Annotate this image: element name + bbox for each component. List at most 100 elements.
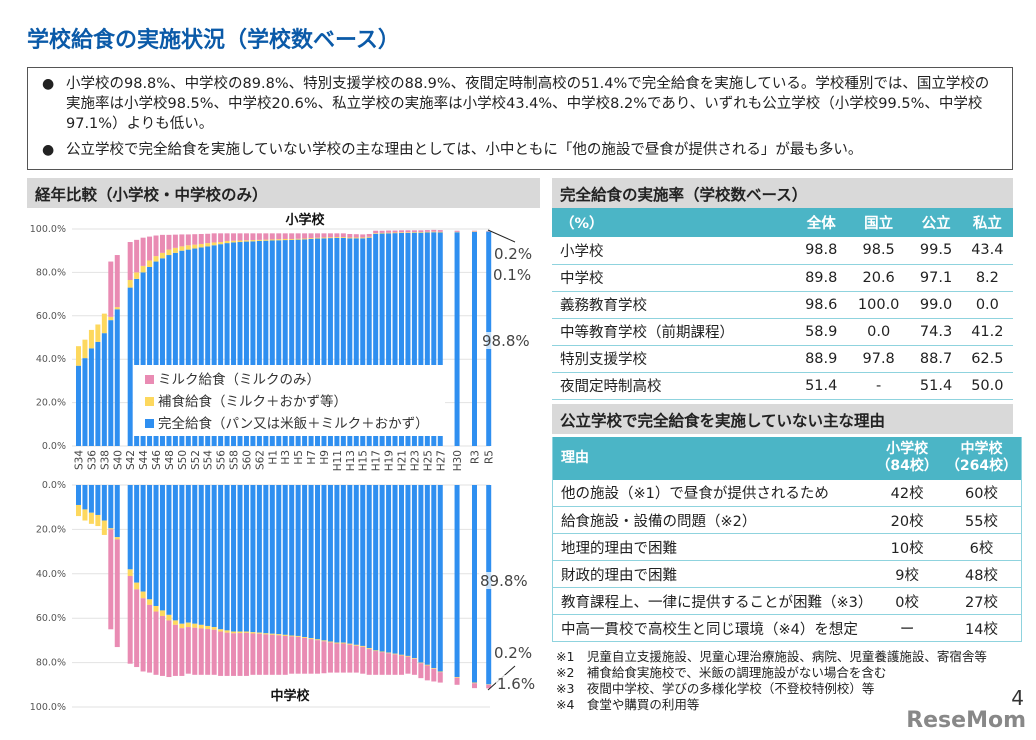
middle-bar-milk (108, 529, 114, 630)
table-row: 特別支援学校 88.9 97.8 88.7 62.5 (552, 345, 1013, 373)
elementary-bar-supplementary (108, 316, 114, 321)
elementary-bar-supplementary (95, 324, 101, 342)
elementary-bar-full (276, 240, 282, 446)
middle-bar-full (334, 485, 340, 643)
middle-bar-milk (205, 629, 211, 675)
elementary-bar-supplementary (231, 240, 237, 243)
elementary-bar-full (295, 239, 301, 446)
middle-bar-full (88, 485, 94, 513)
history-chart: 100.0% 80.0% 60.0% 40.0% 20.0% 0.0% 0.0% 20.0% 4… (30, 212, 540, 713)
elementary-bar-supplementary (147, 260, 153, 267)
x-tick-label: S58 (229, 450, 241, 470)
table-cell: 10校 (872, 533, 942, 561)
middle-bar-full (399, 485, 404, 655)
resemom-logo: ReseMom (906, 708, 1026, 733)
middle-bar-full (185, 485, 191, 623)
annotation-bg (493, 644, 537, 661)
middle-bar-milk (179, 628, 185, 676)
elementary-bar-milk (308, 233, 314, 239)
annotation-label: 89.8% (480, 572, 528, 590)
elementary-bar-supplementary (159, 252, 165, 259)
elementary-bar-milk (340, 233, 346, 238)
annotation-label: 1.6% (497, 675, 535, 693)
table-cell: 97.1 (910, 264, 962, 292)
middle-bar-supplementary (454, 677, 460, 678)
elementary-bar-supplementary (218, 242, 224, 245)
middle-bar-milk (192, 627, 198, 675)
column-header: （%） (552, 208, 796, 237)
elementary-bar-supplementary (263, 239, 269, 241)
middle-bar-supplementary (179, 623, 185, 629)
elementary-bar-supplementary (140, 265, 146, 273)
middle-bar-supplementary (340, 642, 346, 644)
column-header: 私立 (961, 208, 1013, 237)
elementary-bar-full (76, 365, 81, 446)
middle-bar-milk (360, 646, 366, 674)
middle-bar-supplementary (424, 664, 430, 666)
middle-bar-full (289, 485, 295, 636)
elementary-bar-full (373, 233, 379, 446)
elementary-bar-supplementary (353, 237, 359, 239)
table-cell: 100.0 (846, 291, 911, 319)
middle-bar-milk (211, 629, 217, 675)
y-tick-label: 80.0% (36, 267, 66, 278)
y-tick-label: 100.0% (30, 702, 66, 713)
elementary-bar-milk (127, 242, 133, 280)
middle-bar-milk (454, 677, 460, 685)
annotation-label: 0.1% (493, 266, 531, 284)
x-tick-label: H21 (397, 450, 409, 471)
table-row: 地理的理由で困難 10校 6校 (552, 533, 1022, 561)
x-tick-label: H19 (384, 450, 396, 471)
middle-bar-supplementary (231, 631, 237, 634)
footnote: ※2 補食給食実施校で、米飯の調理施設がない場合を含む (556, 665, 887, 680)
middle-bar-supplementary (108, 528, 114, 530)
reason-table: 理由 小学校 （84校） 中学校 （264校） 他の施設（※1）で昼食が提供されるため 42… (552, 436, 1023, 642)
middle-bar-full (386, 485, 392, 653)
middle-bar-supplementary (134, 582, 140, 590)
page-number: 4 (1011, 686, 1024, 710)
elementary-bar-milk (205, 233, 211, 244)
elementary-bar-full (205, 246, 211, 446)
middle-bar-milk (185, 627, 191, 674)
elementary-bar-milk (411, 230, 417, 233)
middle-bar-full (231, 485, 237, 632)
middle-bar-milk (166, 620, 172, 678)
elementary-bar-supplementary (418, 232, 424, 233)
elementary-bar-milk (327, 233, 333, 238)
elementary-bar-supplementary (153, 256, 159, 262)
middle-bar-supplementary (392, 653, 398, 655)
elementary-bar-milk (454, 230, 460, 232)
middle-chart-title: 中学校 (270, 688, 310, 704)
middle-bar-full (82, 485, 88, 510)
middle-bar-supplementary (411, 658, 417, 659)
elementary-bar-full (308, 238, 314, 446)
x-tick-label: S50 (177, 450, 189, 470)
table-cell: 中学校 (552, 264, 796, 292)
rate-table: （%） 全体 国立 公立 私立 小学校 98.8 98.5 99.5 43.4 中学校 89.8 20.… (552, 208, 1013, 400)
x-tick-label: H17 (371, 450, 383, 471)
middle-bar-supplementary (321, 640, 327, 642)
elementary-bar-supplementary (256, 239, 262, 241)
elementary-bar-full (166, 255, 172, 446)
elementary-bar-supplementary (134, 272, 140, 279)
summary-bullet: ● 公立学校で完全給食を実施していない学校の主な理由としては、小中ともに「他の施設… (42, 142, 863, 158)
middle-bar-supplementary (418, 662, 424, 664)
middle-bar-milk (315, 640, 321, 674)
elementary-bar-supplementary (250, 240, 256, 242)
table-row: 中学校 89.8 20.6 97.1 8.2 (552, 264, 1013, 292)
elementary-bar-supplementary (166, 249, 172, 256)
y-tick-label: 60.0% (36, 311, 66, 322)
middle-bar-full (218, 485, 224, 630)
middle-bar-full (411, 485, 417, 659)
elementary-bar-full (114, 309, 120, 446)
middle-bar-milk (243, 632, 249, 676)
middle-bar-full (147, 485, 153, 600)
x-tick-label: S38 (99, 450, 111, 470)
elementary-bar-milk (108, 261, 114, 317)
middle-bar-supplementary (347, 643, 353, 645)
middle-bar-supplementary (198, 624, 204, 629)
elementary-bar-supplementary (302, 238, 308, 240)
x-tick-label: H1 (267, 450, 279, 465)
elementary-bar-supplementary (308, 238, 314, 239)
middle-bar-supplementary (366, 648, 372, 650)
